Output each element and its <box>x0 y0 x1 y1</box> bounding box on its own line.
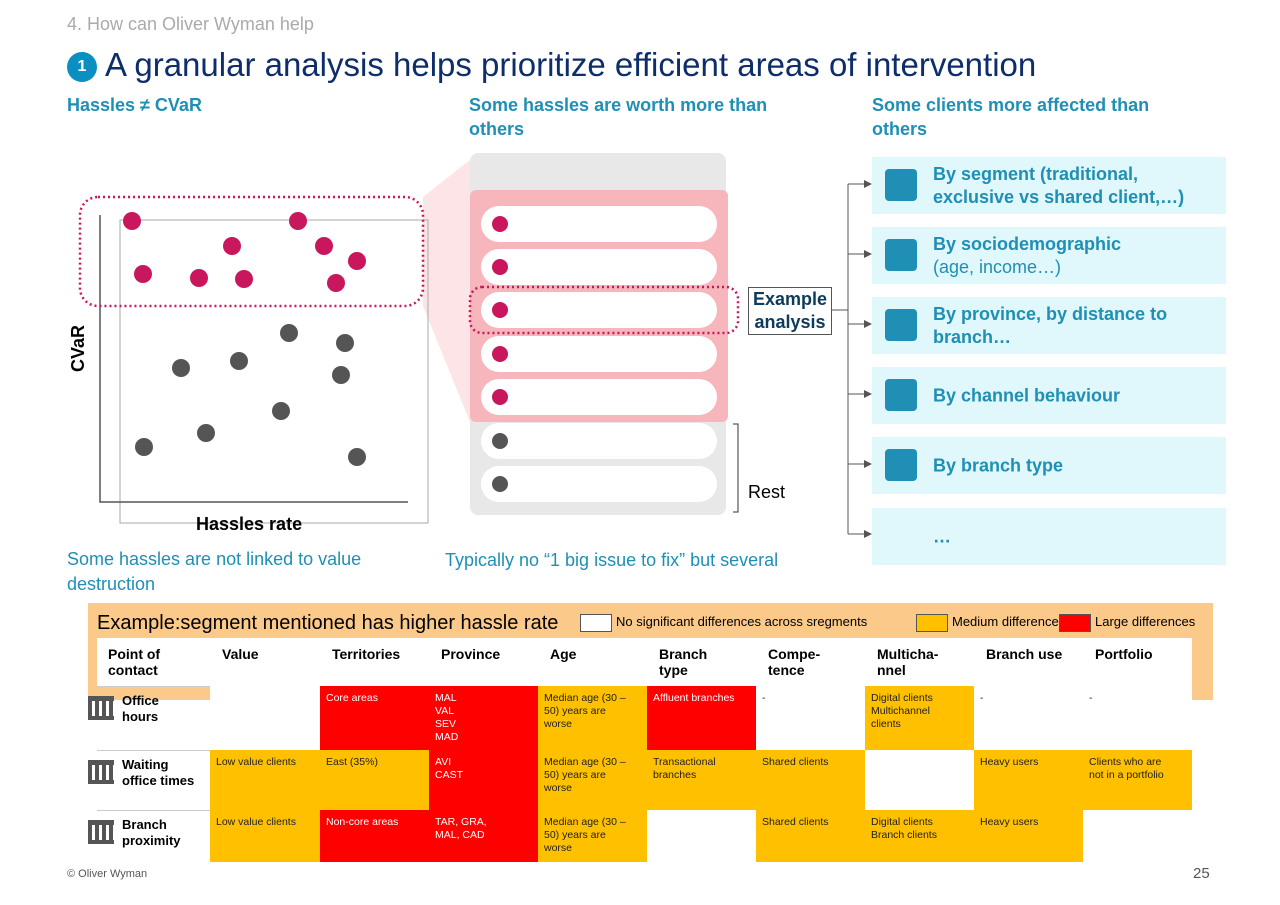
section-label: 4. How can Oliver Wyman help <box>67 14 314 34</box>
breakdown-label: … <box>933 526 951 546</box>
table-cell: - <box>974 686 1083 750</box>
table-cell: Shared clients <box>756 810 865 862</box>
row-label: Branch proximity <box>122 817 181 848</box>
legend-label: Medium differences <box>952 614 1066 629</box>
breakdown-label: By segment (traditional, exclusive vs sh… <box>933 163 1185 207</box>
row-icon <box>88 820 114 844</box>
table-cell: Median age (30 – 50) years are worse <box>538 750 647 810</box>
icon <box>885 379 917 411</box>
column-header: Multicha- nnel <box>877 646 939 678</box>
zoom-wedge <box>423 160 470 422</box>
breakdown-label: By province, by distance to branch… <box>933 303 1168 347</box>
row-icon <box>88 696 114 720</box>
badge: 1 <box>67 52 97 82</box>
table-header-bg <box>97 638 1192 686</box>
table-cell: Clients who are not in a portfolio <box>1083 750 1192 810</box>
breakdown-box: By branch type <box>872 437 1226 494</box>
breakdown-label: By sociodemographic <box>933 233 1122 254</box>
row-icon <box>88 760 114 784</box>
table-cell <box>647 810 756 862</box>
breakdown-box: By sociodemographic (age, income…) <box>872 227 1226 284</box>
x-axis-label: Hassles rate <box>196 514 303 534</box>
table-cell: Heavy users <box>974 810 1083 862</box>
breakdown-text: By segment (traditional, exclusive vs sh… <box>933 163 1218 209</box>
highlight <box>468 285 740 335</box>
legend-label: No significant differences across sregme… <box>616 614 868 629</box>
table-cell: Affluent branches <box>647 686 756 750</box>
legend-swatch <box>580 614 612 632</box>
table-cell: Low value clients <box>210 810 320 862</box>
table-cell: Heavy users <box>974 750 1083 810</box>
table-cell: Digital clients Branch clients <box>865 810 974 862</box>
table-cell: Core areas <box>320 686 429 750</box>
column-heading: Hassles ≠ CVaR <box>67 95 202 115</box>
breakdown-text: By province, by distance to branch… <box>933 303 1218 349</box>
breakdown-box: By segment (traditional, exclusive vs sh… <box>872 157 1226 214</box>
table-cell: - <box>1083 686 1192 750</box>
breakdown-label: By channel behaviour <box>933 385 1121 405</box>
arrowheads <box>864 180 872 538</box>
table-cell: Digital clients Multichannel clients <box>865 686 974 750</box>
column-header: Branch use <box>986 646 1063 662</box>
table-cell <box>865 750 974 810</box>
rest-label: Rest <box>748 482 786 502</box>
list-rows <box>481 206 717 502</box>
copyright: © Oliver Wyman <box>67 868 148 880</box>
table-cell: MAL VAL SEV MAD <box>429 686 538 750</box>
footnote: Typically no “1 big issue to fix” but se… <box>445 550 779 570</box>
breakdown-text: By sociodemographic (age, income…) <box>933 233 1218 279</box>
breakdown-box: By channel behaviour <box>872 367 1226 424</box>
rest-bracket <box>733 423 739 513</box>
breakdown-text: By branch type <box>933 454 1218 477</box>
column-heading: Some hassles are worth more than others <box>469 95 768 139</box>
breakdown-text: By channel behaviour <box>933 384 1218 407</box>
table-cell: - <box>756 686 865 750</box>
legend-swatch <box>916 614 948 632</box>
example-label: Example analysis <box>748 287 832 335</box>
column-header: Territories <box>332 646 401 662</box>
table-title: Example:segment mentioned has higher has… <box>97 612 559 634</box>
icon <box>885 239 917 271</box>
table-cell: AVI CAST <box>429 750 538 810</box>
title: A granular analysis helps prioritize eff… <box>105 46 1037 83</box>
breakdown-label: By branch type <box>933 455 1064 475</box>
column-header: Compe- tence <box>768 646 821 678</box>
table-cell: Transactional branches <box>647 750 756 810</box>
table-cell <box>210 686 320 750</box>
row-label: Waiting office times <box>122 757 195 788</box>
column-header: Age <box>550 646 577 662</box>
y-axis-label-text: CVaR <box>68 324 88 372</box>
column-header: Province <box>441 646 501 662</box>
footnote: Some hassles are not linked to value des… <box>67 549 362 594</box>
table-cell: Low value clients <box>210 750 320 810</box>
scatter <box>78 195 429 524</box>
table-cell <box>1083 810 1192 862</box>
tree-connectors <box>832 183 866 535</box>
table-cell: East (35%) <box>320 750 429 810</box>
diagram <box>78 153 872 538</box>
icon <box>885 169 917 201</box>
breakdown-box: … <box>872 508 1226 565</box>
table-cell: TAR, GRA, MAL, CAD <box>429 810 538 862</box>
column-header: Portfolio <box>1095 646 1153 662</box>
breakdown-box: By province, by distance to branch… <box>872 297 1226 354</box>
legend-swatch <box>1059 614 1091 632</box>
legend-label: Large differences <box>1095 614 1196 629</box>
row-label: Office hours <box>122 693 159 724</box>
column-header: Value <box>222 646 259 662</box>
icon <box>885 449 917 481</box>
column-heading: Some clients more affected than others <box>872 95 1150 139</box>
column-header: Branch type <box>659 646 708 678</box>
table-cell: Median age (30 – 50) years are worse <box>538 686 647 750</box>
column-header: Point of contact <box>108 646 161 678</box>
table-cell: Median age (30 – 50) years are worse <box>538 810 647 862</box>
breakdown-note: (age, income…) <box>933 256 1062 277</box>
page-number: 25 <box>1193 865 1210 882</box>
icon <box>885 309 917 341</box>
table-cell: Shared clients <box>756 750 865 810</box>
table-cell: Non-core areas <box>320 810 429 862</box>
breakdown-text: … <box>933 525 1218 548</box>
